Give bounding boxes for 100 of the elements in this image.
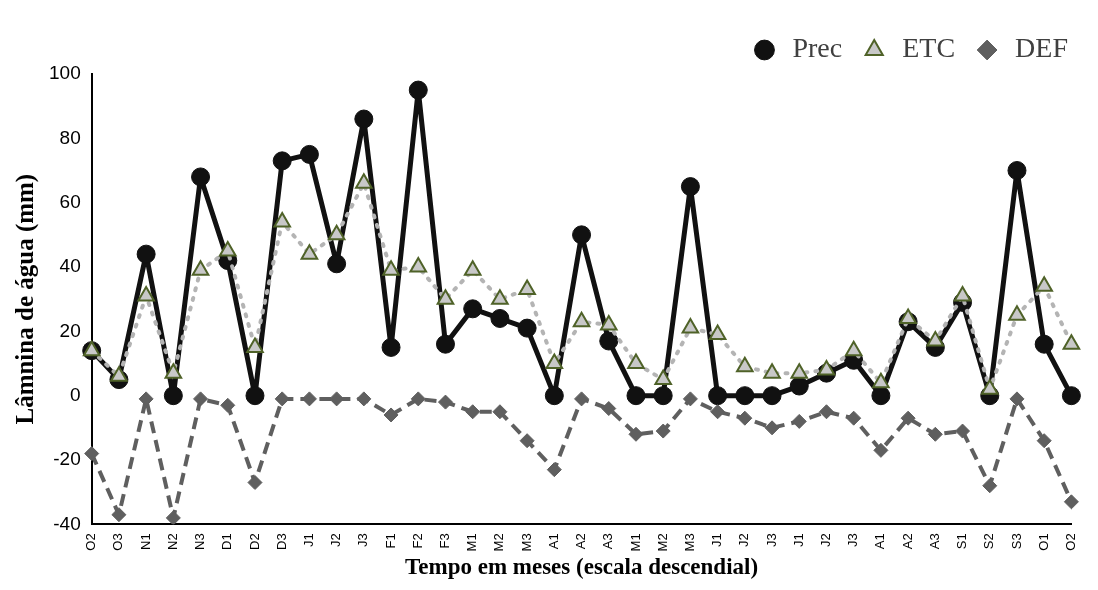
point (356, 391, 372, 407)
point (655, 423, 671, 439)
point (274, 391, 290, 407)
point (191, 167, 211, 187)
point (710, 404, 726, 420)
y-tick-label: -20 (53, 448, 81, 470)
point (763, 363, 781, 379)
point (111, 507, 127, 523)
x-tick-label: J2 (736, 533, 752, 548)
point (1062, 334, 1081, 350)
point (953, 285, 972, 302)
point (982, 478, 998, 494)
point (220, 397, 236, 413)
point (899, 308, 917, 324)
x-tick-label: A2 (573, 533, 589, 550)
y-tick-label: -40 (53, 512, 81, 534)
x-tick-label: D1 (219, 533, 235, 550)
point (545, 353, 564, 370)
point (1009, 391, 1025, 407)
y-tick-label: 60 (59, 190, 81, 212)
point (218, 240, 237, 257)
point (572, 225, 592, 245)
point (790, 363, 809, 379)
point (193, 391, 209, 407)
y-axis-title: Lâmnina de água (mm) (11, 173, 40, 425)
point (245, 386, 265, 406)
point (900, 410, 916, 426)
x-tick-label: J1 (709, 533, 725, 548)
point (572, 311, 591, 328)
point (791, 413, 807, 429)
point (1034, 334, 1054, 354)
point (490, 308, 510, 328)
x-tick-label: M1 (627, 533, 643, 552)
point (272, 151, 292, 171)
point (735, 386, 755, 406)
point (435, 334, 455, 354)
x-tick-label: J3 (763, 533, 779, 548)
point (762, 386, 782, 406)
point (872, 372, 890, 389)
x-tick-label: A3 (600, 533, 616, 550)
point (436, 289, 455, 305)
x-tick-label: S1 (954, 533, 970, 550)
x-tick-label: F3 (437, 533, 453, 549)
x-tick-label: M3 (681, 533, 697, 552)
x-tick-label: J3 (355, 533, 371, 548)
x-tick-label: O1 (1035, 533, 1051, 551)
point (626, 386, 646, 406)
point (382, 260, 400, 276)
point (628, 426, 644, 442)
x-tick-label: J1 (300, 533, 316, 548)
point (627, 353, 645, 370)
x-tick-label: M2 (654, 533, 670, 552)
point (84, 446, 100, 462)
y-tick-label: 80 (59, 126, 81, 148)
point (410, 391, 426, 407)
point (300, 244, 319, 260)
point (408, 80, 428, 100)
point (574, 391, 590, 407)
point (1061, 386, 1081, 406)
point (381, 337, 401, 357)
point (1035, 276, 1053, 292)
x-tick-label: J1 (790, 533, 806, 548)
point (383, 407, 399, 423)
point (191, 260, 210, 276)
legend-label: Prec (792, 32, 843, 64)
point (355, 173, 373, 189)
point (544, 386, 564, 406)
point (246, 337, 264, 353)
y-tick-label: 20 (59, 319, 81, 341)
x-tick-label: N2 (164, 533, 180, 550)
point (165, 510, 181, 525)
legend-label: ETC (902, 32, 956, 64)
point (764, 420, 780, 436)
point (518, 279, 536, 296)
point (82, 340, 101, 357)
point (463, 260, 482, 276)
point (654, 369, 672, 386)
x-tick-label: A1 (545, 533, 561, 550)
point (871, 386, 891, 406)
x-tick-label: M1 (464, 533, 480, 552)
point (299, 144, 319, 164)
point (846, 410, 862, 426)
point (517, 318, 537, 338)
x-tick-label: S3 (1008, 533, 1024, 550)
point (546, 462, 562, 478)
point (1008, 305, 1026, 321)
point (817, 359, 836, 376)
x-axis-title: Tempo em meses (escala descendial) (405, 554, 759, 580)
point (789, 376, 809, 396)
x-tick-label: O2 (83, 533, 99, 551)
point (327, 254, 347, 274)
x-tick-label: S2 (981, 533, 997, 550)
point (955, 423, 971, 439)
y-tick-label: 100 (49, 62, 81, 84)
point (708, 324, 727, 341)
point (681, 318, 700, 334)
point (927, 426, 943, 442)
x-tick-label: J2 (818, 533, 834, 548)
y-tick-label: 0 (70, 383, 81, 405)
legend-label: DEF (1015, 32, 1069, 64)
